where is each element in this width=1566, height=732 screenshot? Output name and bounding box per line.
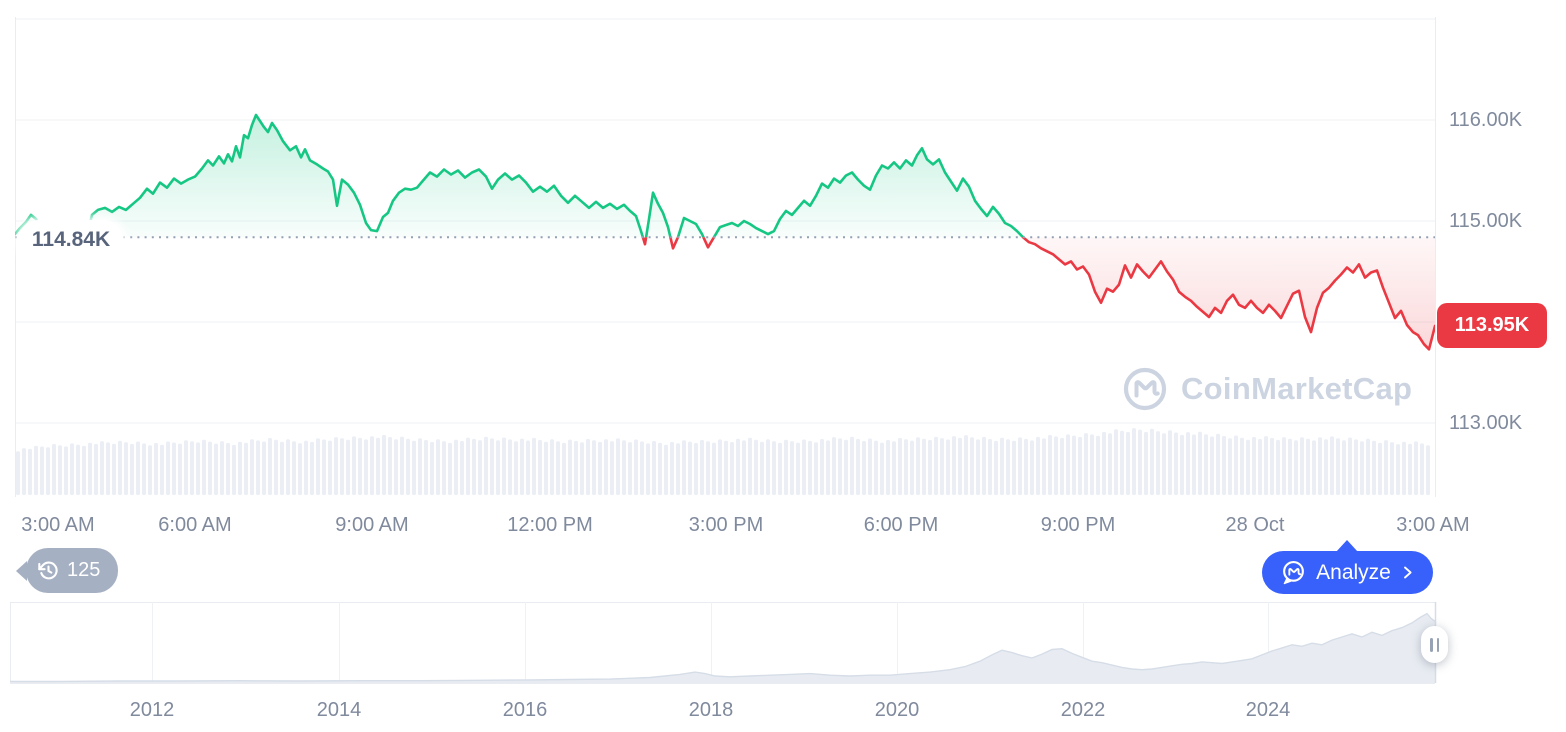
handle-grip-bar bbox=[1430, 637, 1433, 652]
time-axis-tick: 28 Oct bbox=[1225, 514, 1285, 536]
time-axis-tick: 3:00 AM bbox=[1396, 514, 1470, 536]
year-axis-tick: 2018 bbox=[688, 699, 734, 721]
year-axis-tick: 2014 bbox=[316, 699, 362, 721]
history-icon bbox=[38, 561, 58, 580]
navigator-resize-handle[interactable] bbox=[1421, 626, 1448, 663]
watermark-text: CoinMarketCap bbox=[1181, 371, 1413, 406]
price-axis-tick: 115.00K bbox=[1449, 210, 1523, 232]
time-axis-tick: 3:00 AM bbox=[21, 514, 95, 536]
year-axis-tick: 2012 bbox=[129, 699, 175, 721]
year-axis-tick: 2016 bbox=[502, 699, 548, 721]
chevron-right-icon bbox=[1403, 566, 1412, 579]
last-price-badge: 113.95K bbox=[1437, 303, 1547, 348]
history-button[interactable]: 125 bbox=[26, 548, 119, 593]
baseline-price-label: 114.84K bbox=[19, 220, 123, 260]
time-axis-tick: 9:00 PM bbox=[1040, 514, 1116, 536]
year-axis-tick: 2022 bbox=[1060, 699, 1106, 721]
price-axis-tick: 116.00K bbox=[1449, 109, 1523, 131]
time-axis-tick: 6:00 PM bbox=[863, 514, 939, 536]
year-axis-tick: 2024 bbox=[1245, 699, 1291, 721]
coinmarketcap-logo-icon bbox=[1123, 367, 1167, 411]
analyze-button[interactable]: Analyze bbox=[1262, 540, 1433, 594]
time-axis-tick: 6:00 AM bbox=[158, 514, 232, 536]
year-axis-tick: 2020 bbox=[874, 699, 920, 721]
analyze-label: Analyze bbox=[1316, 560, 1391, 584]
time-axis-tick: 12:00 PM bbox=[507, 514, 593, 536]
watermark: CoinMarketCap bbox=[1122, 366, 1412, 412]
time-axis-tick: 3:00 PM bbox=[688, 514, 764, 536]
price-axis-tick: 113.00K bbox=[1449, 412, 1523, 434]
handle-grip-bar bbox=[1436, 637, 1439, 652]
analyze-cmc-icon bbox=[1283, 560, 1305, 585]
history-count: 125 bbox=[67, 559, 101, 581]
time-axis-tick: 9:00 AM bbox=[335, 514, 409, 536]
baseline-price-value: 114.84K bbox=[31, 228, 111, 251]
